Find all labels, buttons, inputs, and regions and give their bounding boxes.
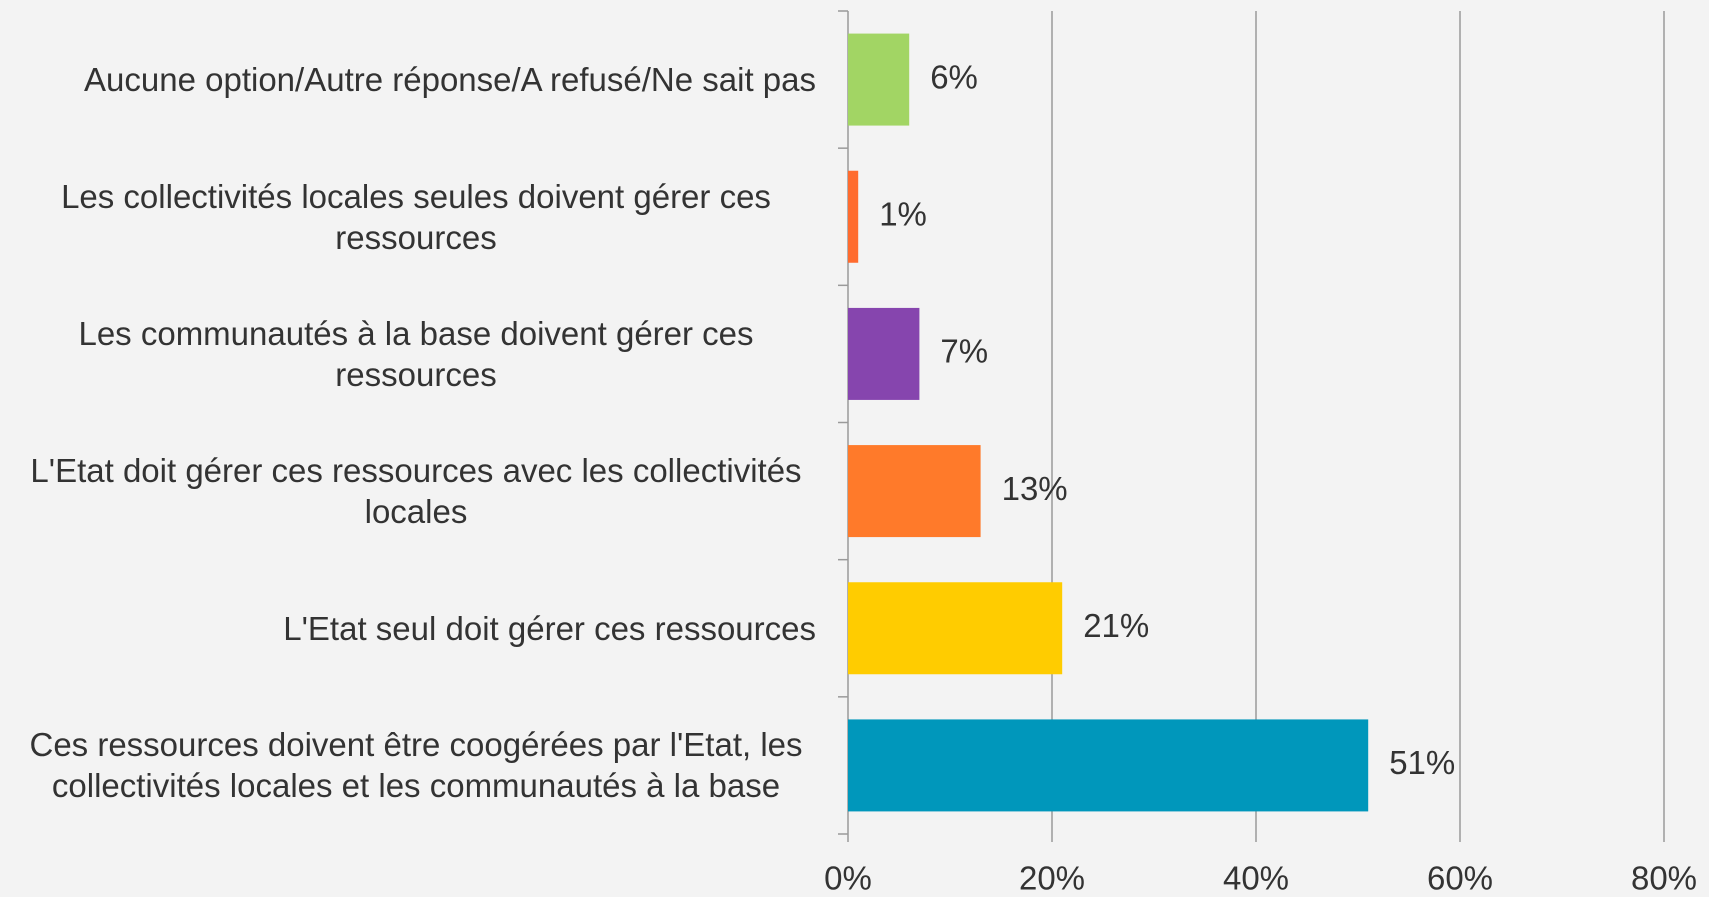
value-label: 21% <box>1083 607 1149 644</box>
y-tick-label: L'Etat doit gérer ces ressources avec le… <box>30 452 802 530</box>
value-label: 1% <box>879 195 927 232</box>
value-label: 51% <box>1389 744 1455 781</box>
x-tick-label: 20% <box>1019 860 1085 897</box>
bar <box>848 445 981 538</box>
category-label-box: L'Etat doit gérer ces ressources avec le… <box>0 423 816 560</box>
bar <box>848 170 859 263</box>
y-tick-label: Les collectivités locales seules doivent… <box>61 177 771 256</box>
x-tick-label: 80% <box>1631 860 1697 897</box>
y-tick-label: Aucune option/Autre réponse/A refusé/Ne … <box>84 61 816 98</box>
category-label-box: Aucune option/Autre réponse/A refusé/Ne … <box>0 11 816 148</box>
y-tick-label: L'Etat seul doit gérer ces ressources <box>283 609 816 647</box>
x-tick-label: 0% <box>824 860 872 897</box>
bar <box>848 307 920 400</box>
x-tick-label: 40% <box>1223 860 1289 897</box>
value-label: 13% <box>1002 470 1068 507</box>
value-label: 7% <box>940 333 988 370</box>
bar <box>848 582 1063 675</box>
bar <box>848 33 910 126</box>
category-label-box: Les communautés à la base doivent gérer … <box>0 285 816 422</box>
category-label-box: Les collectivités locales seules doivent… <box>0 148 816 285</box>
category-label-box: Ces ressources doivent être coogérées pa… <box>0 697 816 834</box>
y-tick-label: Ces ressources doivent être coogérées pa… <box>29 726 803 805</box>
value-label: 6% <box>930 58 978 95</box>
bar <box>848 719 1369 812</box>
category-label-box: L'Etat seul doit gérer ces ressources <box>0 560 816 697</box>
x-tick-label: 60% <box>1427 860 1493 897</box>
y-tick-label: Les communautés à la base doivent gérer … <box>78 314 754 393</box>
